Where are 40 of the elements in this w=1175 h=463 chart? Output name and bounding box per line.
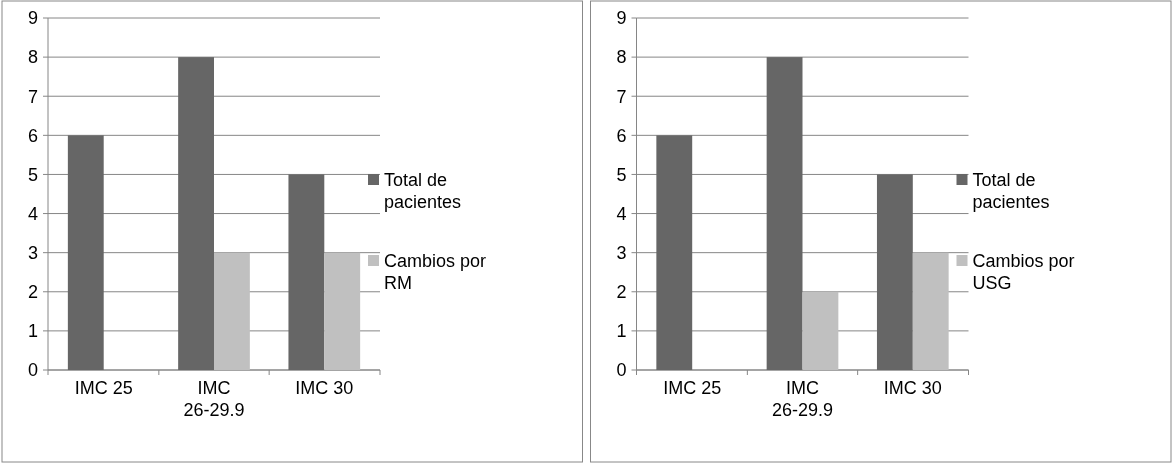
y-tick-label: 8 (616, 47, 627, 68)
y-tick-label: 6 (27, 125, 38, 146)
y-tick-label: 9 (27, 8, 38, 29)
y-tick-label: 5 (27, 164, 38, 185)
bar (178, 57, 214, 370)
y-tick-label: 0 (27, 360, 38, 381)
y-tick-label: 3 (616, 242, 627, 263)
y-tick-label: 0 (616, 360, 627, 381)
y-tick-label: 1 (27, 321, 38, 342)
x-tick-label: IMC 25 (74, 378, 133, 398)
y-tick-label: 4 (27, 203, 38, 224)
y-tick-label: 1 (616, 321, 627, 342)
x-tick-label: IMC 30 (295, 378, 354, 398)
bar (656, 135, 693, 370)
y-tick-label: 2 (616, 282, 627, 303)
y-tick-label: 7 (616, 86, 627, 107)
legend-label: Total de pacientes (972, 170, 1050, 213)
bar (876, 174, 913, 370)
legend-label: Total de pacientes (384, 170, 462, 213)
bar (288, 174, 325, 370)
y-tick-label: 6 (616, 125, 627, 146)
y-tick-label: 4 (616, 203, 627, 224)
bar (912, 252, 949, 370)
y-tick-label: 2 (27, 282, 38, 303)
bar (766, 57, 803, 370)
y-tick-label: 7 (27, 86, 38, 107)
y-tick-label: 9 (616, 8, 627, 29)
legend-label: Cambios por RM (384, 251, 487, 294)
bar (324, 252, 361, 370)
x-tick-label: IMC 26-29.9 (183, 378, 245, 420)
y-tick-label: 8 (27, 47, 38, 68)
legend-label: Cambios por USG (972, 251, 1075, 294)
y-tick-label: 3 (27, 242, 38, 263)
bar (802, 291, 839, 370)
bar (214, 252, 250, 370)
bar (67, 135, 104, 370)
x-tick-label: IMC 25 (663, 378, 722, 398)
x-tick-label: IMC 26-29.9 (771, 378, 834, 420)
y-tick-label: 5 (616, 164, 627, 185)
x-tick-label: IMC 30 (883, 378, 942, 398)
